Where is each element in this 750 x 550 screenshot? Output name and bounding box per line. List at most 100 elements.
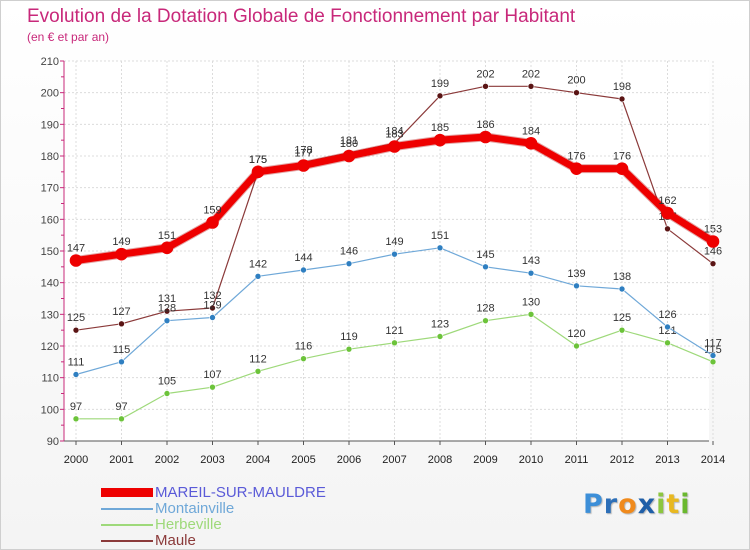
data-label-mareil-sur-mauldre: 186 [476,119,494,131]
data-label-montainville: 146 [340,246,358,258]
data-point-herbeville [118,415,125,423]
x-tick-label: 2010 [519,454,543,466]
data-label-maule: 202 [476,68,494,80]
legend-item-maule: Maule [101,532,361,549]
data-label-mareil-sur-mauldre: 176 [613,151,631,163]
data-point-maule [163,307,171,315]
data-point-maule [72,326,80,334]
data-label-mareil-sur-mauldre: 159 [203,205,221,217]
x-tick-label: 2000 [64,454,88,466]
data-point-montainville [72,371,80,378]
data-point-montainville [618,285,626,293]
data-label-montainville: 111 [68,357,85,369]
data-point-montainville [573,282,580,290]
y-tick-label: 210 [41,56,59,68]
data-label-herbeville: 112 [249,353,267,365]
data-label-herbeville: 119 [340,331,358,343]
data-point-herbeville [254,368,262,375]
x-tick-label: 2005 [291,454,315,466]
legend-swatch-montainville [101,508,153,510]
data-label-mareil-sur-mauldre: 183 [385,129,403,141]
legend-item-herbeville: Herbeville [101,516,361,533]
legend-label-montainville: Montainville [155,500,235,517]
y-tick-label: 180 [41,151,59,163]
data-label-maule: 131 [158,293,176,305]
data-point-montainville [345,260,353,267]
logo-letter: r [603,489,619,520]
data-point-mareil-sur-mauldre [706,235,720,248]
y-tick-label: 200 [41,88,59,100]
data-point-mareil-sur-mauldre [615,162,629,175]
proxiti-logo: Proxiti [583,489,691,520]
data-point-mareil-sur-mauldre [433,133,447,147]
data-point-maule [118,320,125,328]
logo-letter: i [656,489,667,520]
data-point-mareil-sur-mauldre [570,162,583,175]
legend-label-mareil-sur-mauldre: MAREIL-SUR-MAULDRE [155,484,326,501]
data-label-montainville: 149 [385,236,403,248]
data-label-montainville: 142 [249,258,267,270]
logo-letter: P [583,489,604,520]
data-point-mareil-sur-mauldre [297,159,310,172]
legend-item-mareil-sur-mauldre: MAREIL-SUR-MAULDRE [101,484,361,501]
data-label-mareil-sur-mauldre: 162 [658,195,676,207]
chart-subtitle: (en € et par an) [27,30,110,44]
data-point-herbeville [209,383,216,391]
logo-letter: o [618,489,638,520]
data-label-mareil-sur-mauldre: 184 [522,125,540,137]
data-label-maule: 125 [67,312,85,324]
data-label-herbeville: 105 [158,376,176,388]
data-label-herbeville: 121 [658,325,676,337]
data-point-maule [709,260,717,267]
data-point-maule [209,304,216,312]
data-label-herbeville: 121 [385,325,403,337]
data-point-herbeville [573,342,580,350]
x-tick-label: 2007 [382,454,406,466]
data-point-herbeville [482,317,489,324]
legend-swatch-maule [101,540,153,542]
data-label-montainville: 139 [567,268,585,280]
data-label-maule: 175 [249,154,267,166]
data-label-montainville: 145 [476,249,494,261]
data-point-herbeville [72,415,80,423]
data-label-mareil-sur-mauldre: 151 [158,230,176,242]
data-label-maule: 184 [385,125,403,137]
data-label-montainville: 128 [158,303,176,315]
data-label-maule: 200 [567,75,585,87]
data-point-mareil-sur-mauldre [524,137,538,150]
legend-label-herbeville: Herbeville [155,516,222,533]
data-point-herbeville [709,358,717,366]
data-point-maule [664,225,671,233]
data-label-maule: 199 [431,78,449,90]
data-label-herbeville: 130 [522,296,540,308]
data-point-herbeville [391,339,398,347]
data-label-maule: 146 [704,246,722,258]
x-tick-label: 2004 [246,454,270,466]
logo-letter: x [637,489,657,520]
data-label-mareil-sur-mauldre: 176 [567,151,585,163]
data-point-herbeville [618,326,626,334]
data-point-mareil-sur-mauldre [160,241,174,255]
data-label-herbeville: 128 [476,303,494,315]
data-label-herbeville: 120 [567,328,585,340]
data-point-herbeville [300,355,307,362]
data-label-montainville: 143 [522,255,540,267]
data-point-montainville [118,358,125,366]
legend-item-montainville: Montainville [101,500,361,517]
data-label-mareil-sur-mauldre: 177 [294,148,312,160]
data-label-herbeville: 97 [115,401,127,413]
data-point-montainville [664,323,671,331]
data-label-montainville: 144 [294,252,312,264]
legend-swatch-herbeville [101,524,153,526]
y-tick-label: 130 [41,309,59,321]
data-point-montainville [209,314,216,321]
data-point-maule [618,95,626,103]
data-label-maule: 198 [613,81,631,93]
y-tick-label: 90 [47,436,59,448]
data-point-mareil-sur-mauldre [251,165,265,179]
x-tick-label: 2001 [109,454,133,466]
data-point-mareil-sur-mauldre [206,216,219,229]
data-point-mareil-sur-mauldre [69,254,83,267]
x-tick-label: 2011 [565,454,589,466]
